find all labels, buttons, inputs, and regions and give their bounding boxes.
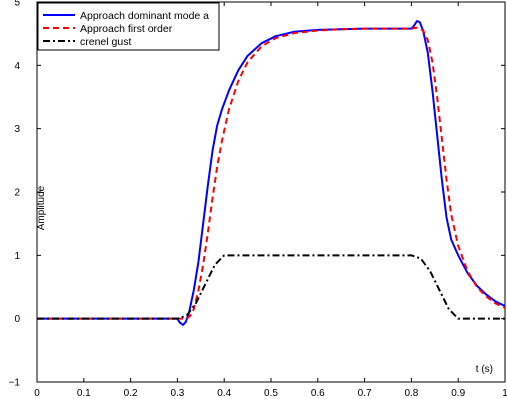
series-line-0 [37,20,506,326]
series-line-2 [37,254,505,320]
x-tick-label: 1 [502,388,507,399]
legend-label-2: crenel gust [80,36,131,48]
y-tick-label: −1 [9,378,21,389]
y-tick-label: 5 [14,0,20,9]
y-axis-label: Amplitude [36,185,47,230]
legend-label-1: Approach first order [80,23,173,35]
x-tick-label: 0.8 [404,388,418,399]
x-tick-label: 0.1 [77,388,91,399]
x-tick-label: 0.9 [451,388,465,399]
y-tick-label: 1 [14,251,20,262]
y-tick-label: 4 [14,61,20,72]
plot-frame [36,1,506,383]
plot-area [36,1,506,383]
legend-box [37,2,220,51]
x-axis-label: t (s) [476,364,493,375]
y-tick-label: 2 [14,188,20,199]
y-tick-label: 0 [14,314,20,325]
series-layer [37,20,506,326]
x-tick-label: 0.5 [264,388,278,399]
x-tick-label: 0.7 [358,388,372,399]
x-tick-label: 0 [34,388,40,399]
axis-ticks: 0 0.1 0.2 0.3 0.4 0.5 0.6 0.7 0.8 0.9 1 −1 0 1 2 3 4 5 [9,0,507,399]
x-tick-label: 0.6 [311,388,325,399]
x-tick-label: 0.4 [217,388,231,399]
y-tick-label: 3 [14,124,20,135]
x-tick-label: 0.3 [170,388,184,399]
legend-label-0: Approach dominant mode a [80,10,209,22]
x-tick-label: 0.2 [124,388,138,399]
